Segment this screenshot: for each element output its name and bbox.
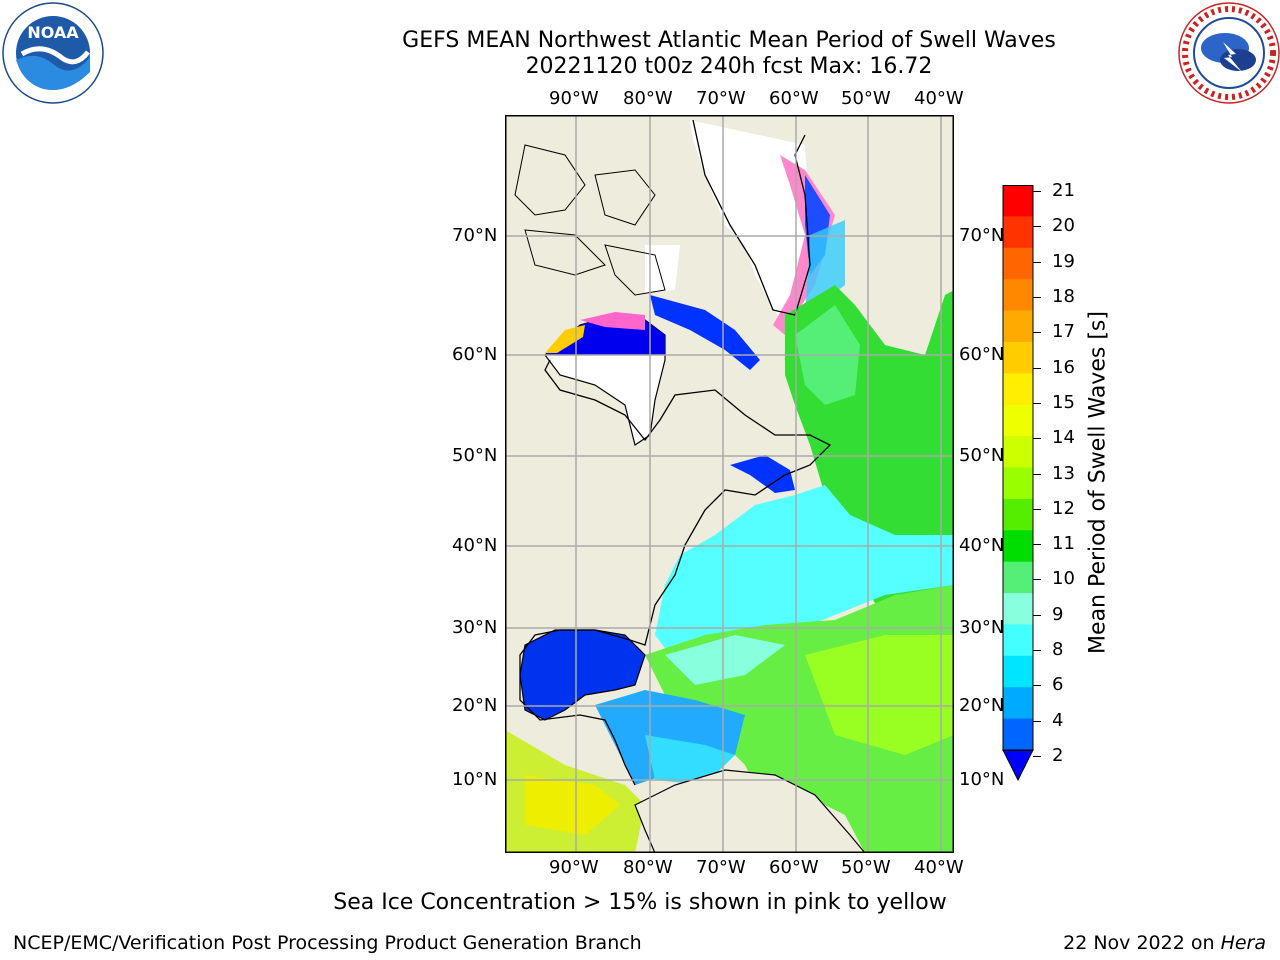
footer-host: Hera <box>1220 932 1266 954</box>
colorbar-tick-mark <box>1033 402 1041 404</box>
colorbar-segment <box>1003 404 1033 437</box>
colorbar-tick-label: 19 <box>1052 250 1075 272</box>
chart-subtitle: 20221120 t00z 240h fcst Max: 16.72 <box>525 54 933 79</box>
nws-logo <box>1178 2 1280 104</box>
colorbar-tick-mark <box>1033 685 1041 687</box>
colorbar-tick-label: 6 <box>1052 674 1064 696</box>
colorbar-tick-mark <box>1033 508 1041 510</box>
colorbar-tick-mark <box>1033 367 1041 369</box>
colorbar-tick-mark <box>1033 579 1041 581</box>
lon-label-bottom-70w: 70°W <box>696 857 746 878</box>
colorbar-tick-label: 4 <box>1052 709 1064 731</box>
colorbar-tick-mark <box>1033 191 1041 192</box>
colorbar-tick-label: 2 <box>1052 745 1064 766</box>
colorbar-segment <box>1003 341 1033 374</box>
colorbar-segment <box>1003 498 1033 531</box>
colorbar-tick-label: 13 <box>1052 462 1075 484</box>
colorbar-tick-label: 10 <box>1052 568 1075 590</box>
colorbar <box>1000 185 1040 785</box>
colorbar-tick-label: 18 <box>1052 285 1075 307</box>
colorbar-segment <box>1003 718 1033 751</box>
colorbar-tick-label: 17 <box>1052 321 1075 343</box>
colorbar-segment <box>1003 624 1033 657</box>
lat-label-right-60n: 60°N <box>959 344 1005 365</box>
lon-label-bottom-60w: 60°W <box>769 857 819 878</box>
lat-label-right-40n: 40°N <box>959 535 1005 556</box>
colorbar-tick-label: 21 <box>1052 180 1075 201</box>
noaa-logo-text: NOAA <box>27 23 79 42</box>
colorbar-segment <box>1003 185 1033 217</box>
colorbar-tick-mark <box>1033 544 1041 546</box>
lat-label-left-20n: 20°N <box>452 695 498 716</box>
colorbar-tick-mark <box>1033 296 1041 298</box>
colorbar-segment <box>1003 279 1033 312</box>
colorbar-segment <box>1003 216 1033 249</box>
colorbar-segment <box>1003 687 1033 720</box>
colorbar-tick-mark <box>1033 650 1041 652</box>
lat-label-right-20n: 20°N <box>959 695 1005 716</box>
colorbar-segment <box>1003 247 1033 280</box>
lat-label-left-40n: 40°N <box>452 535 498 556</box>
colorbar-tick-label: 8 <box>1052 639 1064 661</box>
footer-date: 22 Nov 2022 on Hera <box>1063 932 1266 954</box>
lon-label-top-70w: 70°W <box>696 88 746 109</box>
lon-label-bottom-90w: 90°W <box>549 857 599 878</box>
colorbar-tick-label: 14 <box>1052 427 1075 449</box>
sea-ice-caption: Sea Ice Concentration > 15% is shown in … <box>333 890 947 915</box>
colorbar-tick-label: 11 <box>1052 533 1075 555</box>
lat-label-left-50n: 50°N <box>452 445 498 466</box>
lat-label-right-70n: 70°N <box>959 225 1005 246</box>
lat-label-right-50n: 50°N <box>959 445 1005 466</box>
colorbar-tick-mark <box>1033 226 1041 228</box>
colorbar-segment <box>1003 467 1033 500</box>
colorbar-tick-label: 12 <box>1052 497 1075 519</box>
colorbar-tick-mark <box>1033 473 1041 475</box>
lon-label-top-90w: 90°W <box>549 88 599 109</box>
lon-label-top-50w: 50°W <box>841 88 891 109</box>
lon-label-bottom-40w: 40°W <box>914 857 964 878</box>
lon-label-bottom-50w: 50°W <box>841 857 891 878</box>
colorbar-tick-mark <box>1033 756 1041 757</box>
lat-label-left-70n: 70°N <box>452 225 498 246</box>
colorbar-segment <box>1003 530 1033 563</box>
chart-title: GEFS MEAN Northwest Atlantic Mean Period… <box>402 28 1056 53</box>
noaa-logo: NOAA <box>2 2 104 104</box>
colorbar-under-arrow <box>1002 749 1034 782</box>
colorbar-tick-label: 15 <box>1052 391 1075 413</box>
colorbar-tick-mark <box>1033 720 1041 722</box>
lat-label-left-30n: 30°N <box>452 617 498 638</box>
lat-label-right-30n: 30°N <box>959 617 1005 638</box>
colorbar-segment <box>1003 561 1033 594</box>
colorbar-segment <box>1003 373 1033 406</box>
lat-label-left-10n: 10°N <box>452 769 498 790</box>
lat-label-right-10n: 10°N <box>959 769 1005 790</box>
colorbar-segment <box>1003 593 1033 625</box>
colorbar-label: Mean Period of Swell Waves [s] <box>1085 311 1111 654</box>
lat-label-left-60n: 60°N <box>452 344 498 365</box>
lon-label-top-60w: 60°W <box>769 88 819 109</box>
lon-label-bottom-80w: 80°W <box>623 857 673 878</box>
lon-label-top-80w: 80°W <box>623 88 673 109</box>
colorbar-tick-mark <box>1033 261 1041 263</box>
footer-branch: NCEP/EMC/Verification Post Processing Pr… <box>13 932 642 954</box>
colorbar-segment <box>1003 310 1033 343</box>
graticule <box>505 115 954 853</box>
colorbar-segment <box>1003 436 1033 468</box>
colorbar-tick-mark <box>1033 614 1041 616</box>
colorbar-ticks: 21 20 19 18 17 16 15 14 13 12 11 10 9 8 6 4 2 <box>1033 180 1102 770</box>
colorbar-tick-label: 16 <box>1052 356 1075 378</box>
colorbar-segment <box>1003 655 1033 688</box>
map-panel <box>505 115 954 854</box>
colorbar-tick-mark <box>1033 438 1041 440</box>
footer-date-text: 22 Nov 2022 on <box>1063 932 1221 954</box>
colorbar-tick-label: 20 <box>1052 215 1075 237</box>
colorbar-tick-mark <box>1033 332 1041 334</box>
colorbar-tick-label: 9 <box>1052 603 1064 625</box>
lon-label-top-40w: 40°W <box>914 88 964 109</box>
